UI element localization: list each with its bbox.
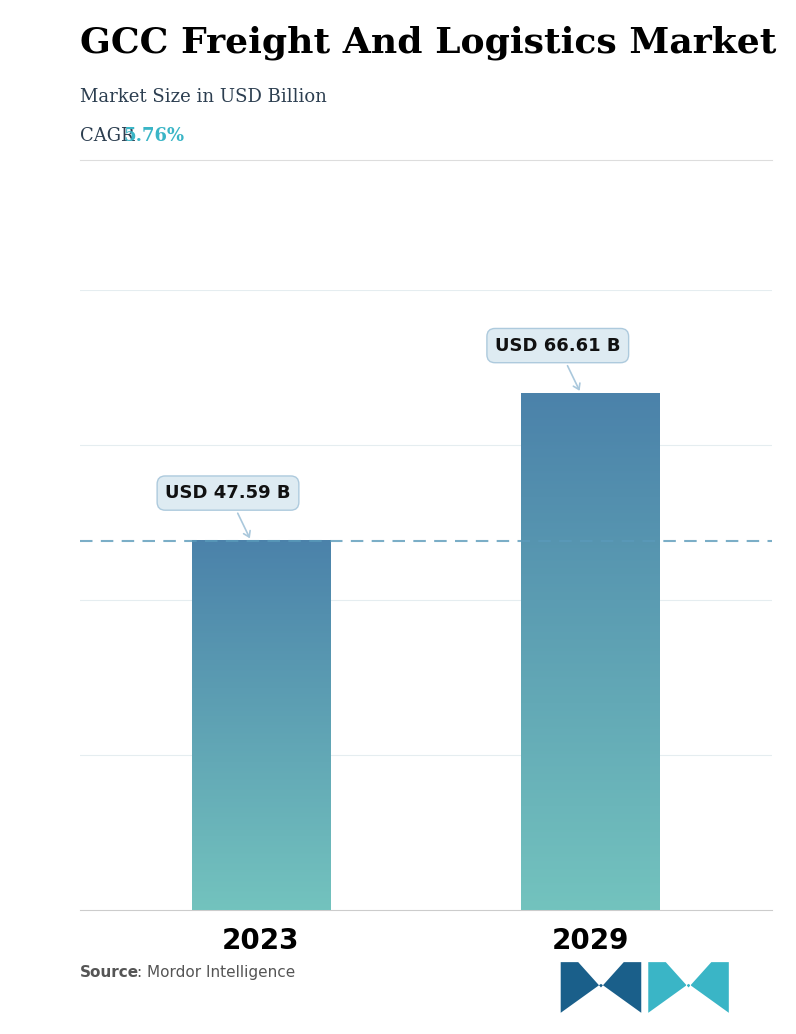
Text: GCC Freight And Logistics Market: GCC Freight And Logistics Market (80, 26, 776, 60)
Text: CAGR: CAGR (80, 127, 140, 145)
Text: Source: Source (80, 965, 139, 980)
Text: : Mordor Intelligence: : Mordor Intelligence (137, 965, 295, 980)
Text: USD 66.61 B: USD 66.61 B (495, 337, 621, 390)
Text: Market Size in USD Billion: Market Size in USD Billion (80, 88, 326, 105)
Text: USD 47.59 B: USD 47.59 B (166, 484, 291, 537)
Text: 5.76%: 5.76% (123, 127, 185, 145)
Polygon shape (648, 962, 729, 1013)
Polygon shape (560, 962, 642, 1013)
